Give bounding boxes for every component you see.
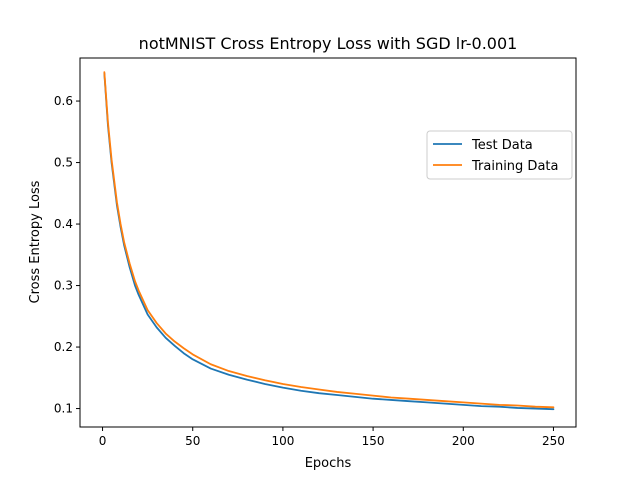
legend-label-1: Test Data (471, 138, 533, 153)
x-tick-label: 50 (185, 434, 200, 448)
x-tick-label: 150 (362, 434, 385, 448)
plot-area (103, 71, 555, 411)
x-axis: 0 50 100 150 200 250 (99, 427, 565, 448)
legend-label-2: Training Data (471, 159, 558, 174)
legend-box (426, 130, 573, 180)
y-axis: 0.1 0.2 0.3 0.4 0.5 0.6 (54, 94, 80, 416)
plot-frame (79, 57, 577, 428)
x-tick-label: 200 (452, 434, 475, 448)
y-tick-label: 0.4 (54, 217, 73, 231)
y-tick-label: 0.6 (54, 94, 73, 108)
x-tick-label: 100 (271, 434, 294, 448)
series-line-2 (103, 71, 555, 409)
y-axis-label: Cross Entropy Loss (28, 180, 43, 303)
legend: Test Data Training Data (426, 130, 573, 180)
x-axis-label: Epochs (305, 456, 352, 471)
x-tick-label: 250 (542, 434, 565, 448)
x-tick-label: 0 (99, 434, 107, 448)
chart-title: notMNIST Cross Entropy Loss with SGD lr-… (139, 34, 518, 53)
y-tick-label: 0.3 (54, 279, 73, 293)
y-tick-label: 0.5 (54, 156, 73, 170)
y-tick-label: 0.1 (54, 402, 73, 416)
y-tick-label: 0.2 (54, 340, 73, 354)
